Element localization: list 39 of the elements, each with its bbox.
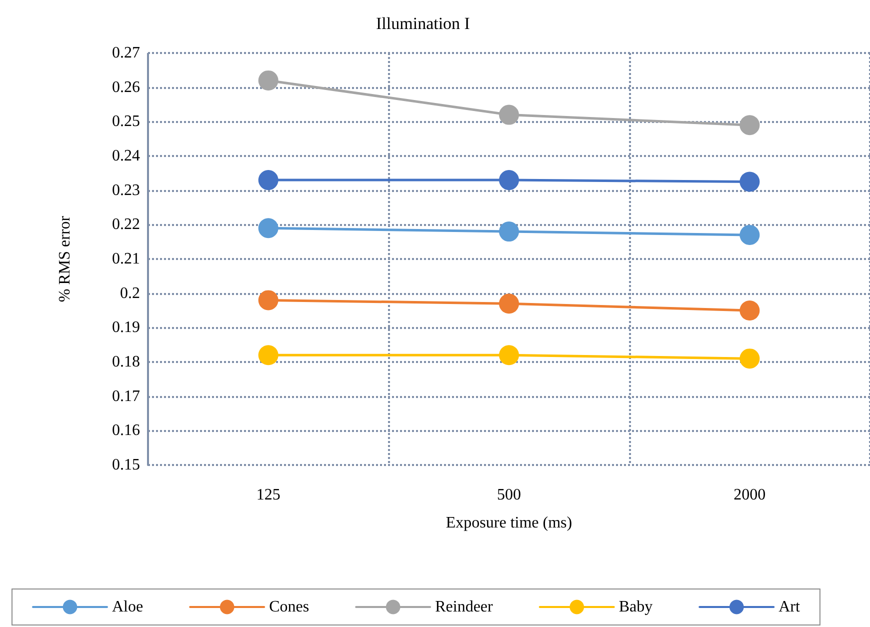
point (740, 172, 760, 192)
point (740, 115, 760, 136)
legend-label: Art (778, 598, 801, 616)
y-tick-label: 0.23 (112, 182, 140, 199)
point (258, 345, 278, 366)
x-tick-label: 500 (497, 486, 521, 504)
y-tick-label: 0.2 (120, 284, 140, 302)
y-tick-label: 0.22 (112, 216, 140, 234)
y-tick-label: 0.26 (112, 78, 140, 96)
point (258, 70, 278, 90)
point (499, 294, 519, 314)
legend-label: Baby (618, 598, 653, 616)
y-tick-label: 0.16 (112, 422, 140, 440)
chart-title: Illumination I (376, 14, 470, 33)
point (499, 170, 519, 190)
y-tick-label: 0.24 (112, 148, 140, 164)
legend-label: Cones (269, 598, 310, 616)
y-tick-label: 0.18 (112, 354, 140, 370)
legend-label: Aloe (112, 598, 144, 616)
y-tick-label: 0.25 (112, 113, 140, 130)
point (499, 104, 519, 125)
y-tick-label: 0.19 (112, 319, 140, 336)
point (258, 218, 278, 238)
y-tick-label: 0.21 (112, 250, 140, 268)
y-axis-title: % RMS error (56, 215, 74, 302)
x-tick-label: 125 (256, 486, 280, 504)
y-tick-label: 0.15 (112, 456, 140, 474)
point (740, 300, 760, 320)
point (499, 222, 519, 242)
point (740, 348, 760, 369)
x-tick-label: 2000 (734, 486, 766, 504)
legend-label: Reindeer (435, 598, 494, 616)
point (258, 290, 278, 310)
x-axis-title: Exposure time (ms) (446, 514, 572, 532)
point (499, 345, 519, 366)
point (258, 170, 278, 190)
y-tick-label: 0.17 (112, 388, 140, 405)
y-tick-label: 0.27 (112, 44, 140, 62)
point (740, 224, 760, 245)
